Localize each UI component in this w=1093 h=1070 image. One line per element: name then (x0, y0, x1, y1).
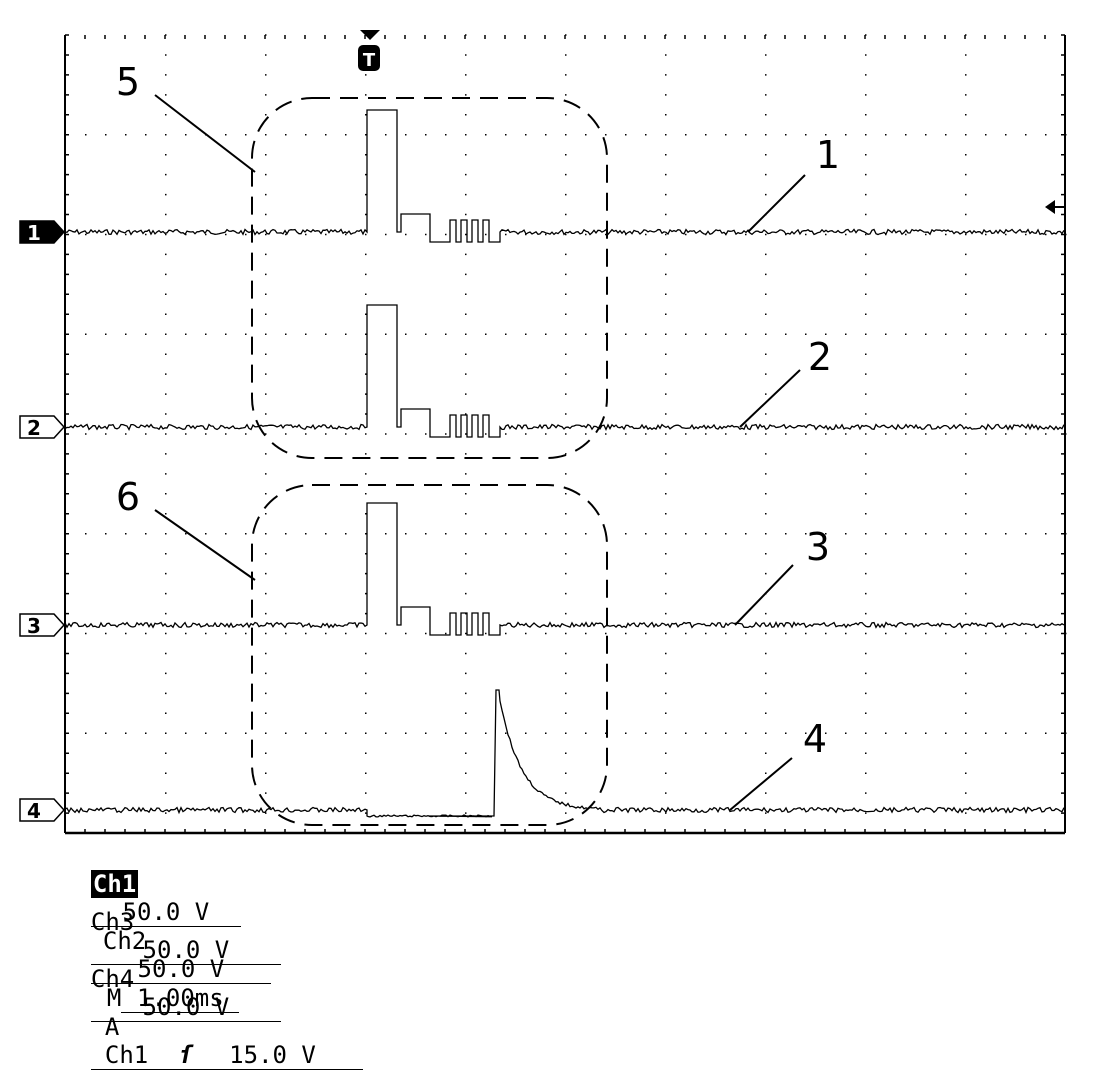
channel-marker-label: 1 (27, 221, 41, 245)
ch4-label: Ch4 (90, 965, 135, 993)
oscilloscope-display: 1 2 3 4 T 1 2 3 4 5 6 (19, 30, 1067, 835)
channel-marker-shape (19, 613, 66, 637)
trigger-channel: Ch1 (104, 1041, 149, 1069)
trace-ch3 (64, 502, 1065, 636)
rising-edge-icon: ſ (178, 1041, 194, 1069)
ch1-scale: 50.0 V (90, 898, 241, 927)
channel-marker-1: 1 (19, 220, 66, 245)
leader-line-6 (154, 509, 256, 581)
ch3-label: Ch3 (90, 908, 135, 936)
channel-marker-shape (19, 415, 66, 439)
annotation-label-5: 5 (116, 60, 140, 104)
trigger-marker: T (358, 30, 380, 71)
annotation-label-3: 3 (806, 525, 830, 569)
trace-ch1 (64, 109, 1065, 243)
channel-marker-3: 3 (19, 613, 66, 638)
trigger-level-icon (1045, 200, 1066, 214)
ch1-label: Ch1 (90, 870, 139, 898)
channel-marker-2: 2 (19, 415, 66, 440)
trigger-readout: Ch1 ſ 15.0 V (90, 1041, 363, 1070)
waveform-traces (64, 109, 1065, 818)
trigger-level-arrowhead (1045, 200, 1055, 214)
trigger-box (358, 45, 380, 71)
trigger-level: 15.0 V (229, 1041, 316, 1069)
trace-ch2 (64, 304, 1065, 438)
channel-marker-4: 4 (19, 798, 66, 823)
region-5-box (251, 97, 608, 459)
channel-marker-shape (19, 798, 66, 822)
leader-line-2 (739, 369, 801, 428)
graticule-grid (64, 34, 1067, 833)
status-row-2: Ch3 50.0 V Ch4 50.0 V (62, 880, 281, 1022)
trigger-arrow-icon (360, 30, 380, 40)
leader-line-1 (747, 174, 806, 233)
annotation-label-2: 2 (808, 335, 832, 379)
channel-markers: 1 2 3 4 T (19, 30, 1066, 823)
annotation-label-1: 1 (816, 133, 840, 177)
channel-marker-label: 2 (27, 416, 41, 440)
channel-marker-label: 3 (27, 614, 41, 638)
trace-ch4 (64, 689, 1065, 818)
ch4-scale: 50.0 V (90, 993, 281, 1022)
region-6-box (251, 484, 608, 826)
leader-line-4 (729, 757, 793, 811)
leader-line-5 (154, 94, 256, 173)
grid-dots (64, 34, 1067, 833)
ch3-scale: 50.0 V (90, 936, 281, 965)
channel-marker-shape (19, 220, 66, 244)
annotation-labels: 1 2 3 4 5 6 (116, 60, 840, 811)
trigger-label: T (363, 50, 376, 71)
annotation-label-6: 6 (116, 475, 140, 519)
channel-marker-label: 4 (27, 799, 41, 823)
screen-frame (64, 35, 1066, 835)
annotation-label-4: 4 (803, 717, 827, 761)
annotation-regions (251, 97, 608, 826)
leader-line-3 (734, 564, 794, 626)
